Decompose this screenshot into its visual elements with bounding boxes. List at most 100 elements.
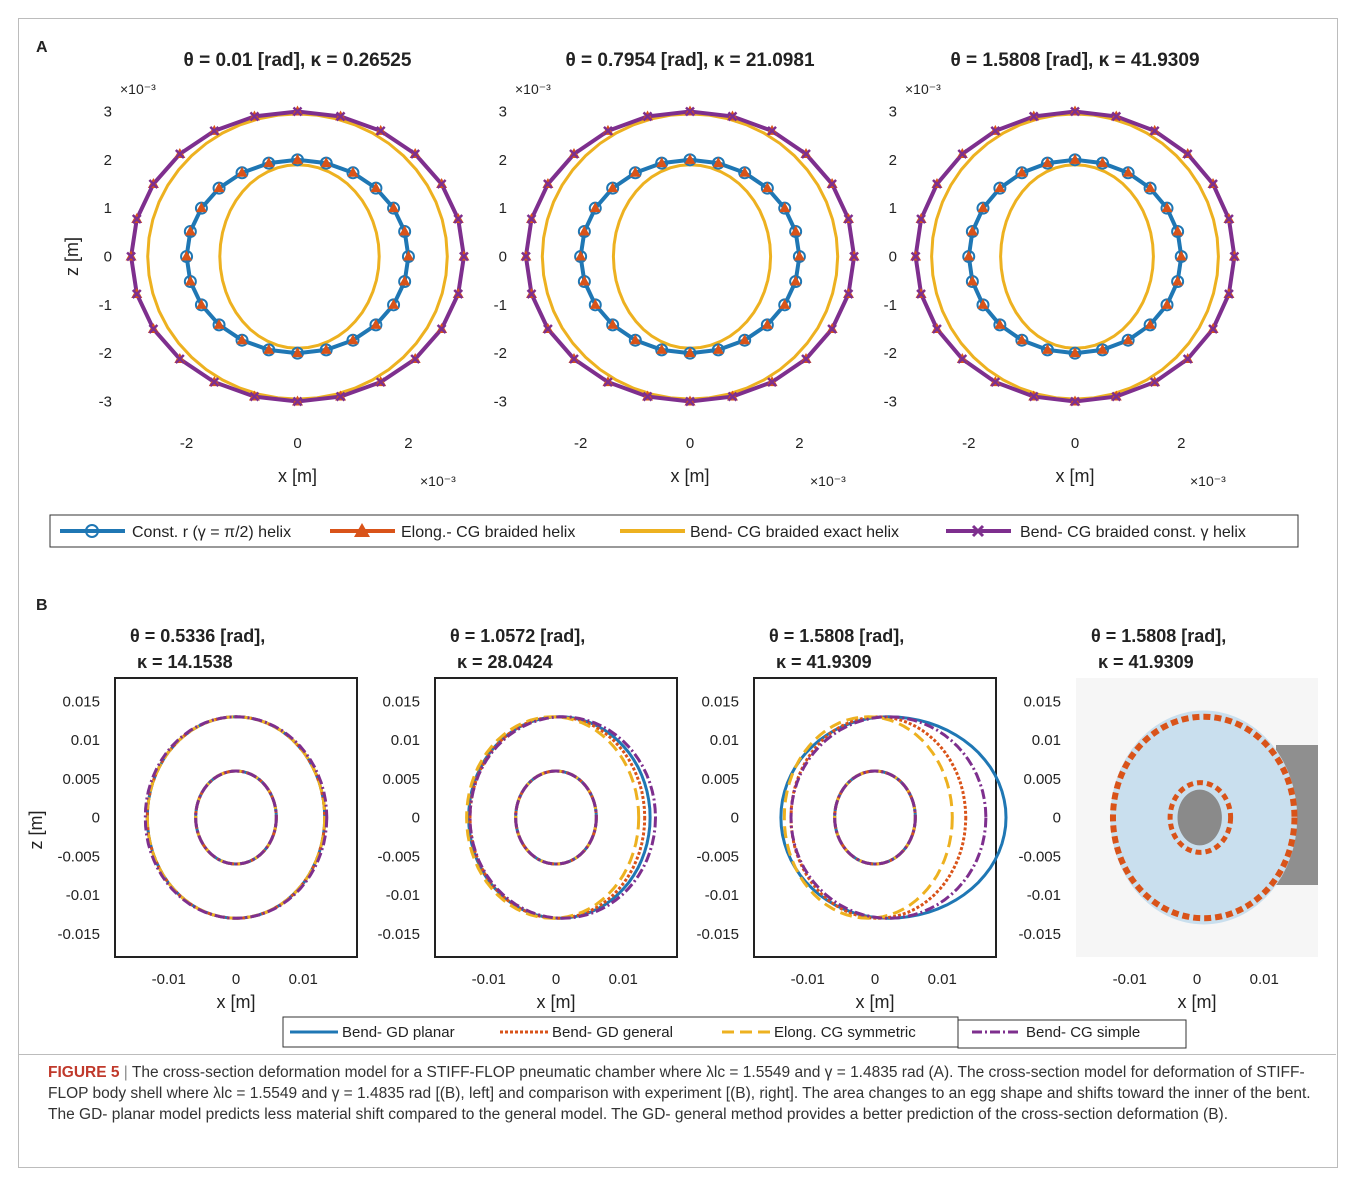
y-tick-label: 0.015	[62, 693, 100, 710]
marker-cross	[767, 126, 777, 136]
caption-divider	[18, 1054, 1336, 1055]
marker-cross	[148, 179, 159, 189]
legend-a-label: Elong.- CG braided helix	[401, 524, 575, 541]
marker-triangle	[195, 298, 207, 309]
y-tick-label: 3	[104, 104, 112, 121]
marker-triangle	[994, 182, 1006, 193]
series-exact-helix-inner	[218, 163, 381, 350]
x-tick-label: 0	[552, 971, 560, 988]
marker-cross	[1224, 214, 1234, 224]
marker-triangle	[399, 225, 411, 236]
marker-triangle	[607, 182, 619, 193]
y-tick-label: -0.015	[696, 926, 739, 943]
x-exponent: ×10⁻³	[420, 473, 456, 489]
marker-triangle	[790, 225, 802, 236]
y-tick-label: 0.015	[1023, 693, 1061, 710]
marker-cross	[375, 126, 386, 136]
legend-a: Const. r (γ = π/2) helix Elong.- CG braid…	[49, 514, 1299, 548]
x-tick-label: -2	[574, 435, 587, 452]
y-tick-label: 0.01	[71, 732, 100, 749]
x-tick-label: -2	[962, 435, 975, 452]
panel-a: Aθ = 0.01 [rad], κ = 0.26525 ×10⁻³ ×10⁻³ -3…	[36, 39, 1299, 548]
y-tick-label: -3	[884, 394, 897, 411]
marker-triangle	[578, 225, 590, 236]
marker-cross	[209, 126, 220, 136]
series-inner	[194, 769, 278, 866]
x-tick-label: 0.01	[289, 971, 318, 988]
marker-cross	[849, 251, 859, 262]
axes-box	[114, 677, 358, 958]
series-outer	[468, 715, 647, 920]
marker-triangle	[966, 225, 978, 236]
legend-a-label: Bend- CG braided const. γ helix	[1020, 524, 1246, 541]
figure-caption: FIGURE 5 | The cross-section deformation…	[48, 1062, 1328, 1157]
marker-cross	[292, 396, 303, 407]
marker-cross	[603, 377, 613, 387]
y-tick-label: 0.01	[710, 732, 739, 749]
marker-cross	[569, 354, 579, 364]
marker-cross	[292, 106, 303, 117]
marker-cross	[569, 149, 579, 159]
x-axis-label: x [m]	[217, 992, 256, 1012]
panel-a-title: θ = 0.7954 [rad], κ = 21.0981	[565, 50, 814, 71]
y-tick-label: 3	[499, 104, 507, 121]
marker-triangle	[195, 202, 207, 213]
marker-cross	[727, 111, 738, 122]
y-tick-label: -1	[99, 297, 112, 314]
marker-triangle	[629, 334, 641, 345]
x-tick-label: 0	[1193, 971, 1201, 988]
marker-triangle	[1144, 318, 1156, 329]
panel-b-plot-3: θ = 1.5808 [rad], κ = 41.9309 -0.015 -0.01 -…	[696, 626, 1008, 1012]
y-tick-label: -0.015	[377, 926, 420, 943]
marker-triangle	[1069, 347, 1081, 358]
marker-cross	[957, 149, 968, 159]
y-tick-label: -0.005	[377, 848, 420, 865]
figure-frame	[18, 18, 1338, 1168]
marker-triangle	[347, 166, 359, 177]
series-outer	[143, 715, 329, 920]
marker-triangle	[761, 182, 773, 193]
x-tick-label: -0.01	[791, 971, 825, 988]
marker-triangle	[779, 298, 791, 309]
marker-cross	[767, 377, 777, 387]
marker-triangle	[263, 343, 275, 354]
marker-cross	[1224, 289, 1234, 299]
x-tick-label: 0	[871, 971, 879, 988]
marker-cross	[131, 214, 142, 224]
series-inner	[514, 769, 598, 866]
marker-triangle	[589, 298, 601, 309]
marker-triangle	[712, 343, 724, 354]
marker-cross	[603, 126, 613, 136]
marker-cross	[1028, 111, 1039, 122]
y-tick-label: 1	[104, 200, 112, 217]
panel-a-title: θ = 1.5808 [rad], κ = 41.9309	[950, 50, 1199, 71]
marker-cross	[526, 289, 537, 299]
legend-a-label: Const. r (γ = π/2) helix	[132, 524, 291, 541]
panel-b-title-line2: κ = 41.9309	[776, 652, 872, 672]
marker-cross	[453, 214, 464, 224]
x-tick-label: -2	[180, 435, 193, 452]
marker-triangle	[399, 275, 411, 286]
y-tick-label: -1	[884, 297, 897, 314]
panel-a-plot-1: θ = 0.01 [rad], κ = 0.26525 ×10⁻³ ×10⁻³ -3 -…	[62, 50, 470, 489]
y-tick-label: -0.01	[66, 887, 100, 904]
marker-cross	[410, 149, 421, 159]
legend-b-label: Bend- CG simple	[1026, 1024, 1140, 1041]
x-tick-label: 2	[1177, 435, 1185, 452]
x-tick-label: 2	[795, 435, 803, 452]
legend-a-label: Bend- CG braided exact helix	[690, 524, 899, 541]
y-tick-label: -2	[494, 345, 507, 362]
marker-cross	[990, 377, 1001, 387]
experiment-photo-hole	[1177, 789, 1222, 846]
marker-triangle	[656, 157, 668, 168]
panel-b-title-line2: κ = 14.1538	[137, 652, 233, 672]
marker-cross	[543, 179, 553, 189]
marker-triangle	[963, 250, 975, 261]
axes-box	[753, 677, 997, 958]
y-tick-label: 0.015	[382, 693, 420, 710]
marker-triangle	[1016, 166, 1028, 177]
marker-triangle	[236, 166, 248, 177]
marker-triangle	[388, 202, 400, 213]
x-exponent: ×10⁻³	[1190, 473, 1226, 489]
marker-cross	[910, 251, 921, 262]
